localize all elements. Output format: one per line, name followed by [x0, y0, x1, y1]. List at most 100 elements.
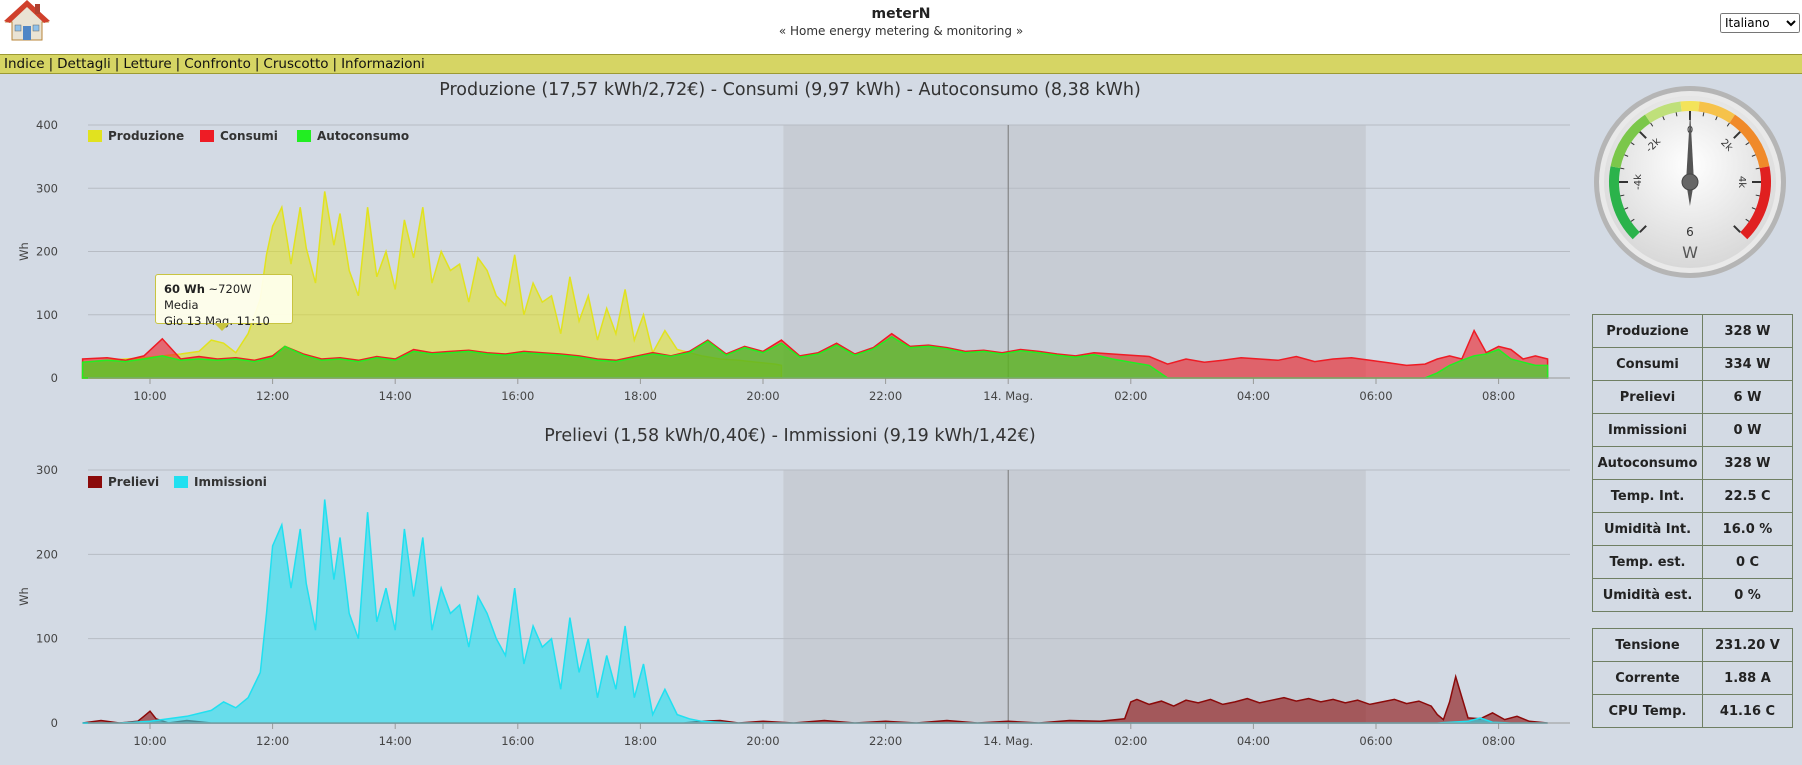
x-tick-label: 02:00 [1114, 389, 1147, 403]
gauge-tick [1726, 122, 1730, 127]
reading-label: Temp. Int. [1592, 479, 1703, 513]
menu-item-indice[interactable]: Indice [4, 56, 45, 72]
reading-label: Prelievi [1592, 380, 1703, 414]
gauge-tick-label: -4k [1633, 174, 1644, 190]
y-axis-label: Wh [17, 242, 31, 261]
reading-value: 0 % [1702, 578, 1793, 612]
gauge-tick [1751, 154, 1756, 157]
reading-value: 6 W [1702, 380, 1793, 414]
y-tick-label: 0 [51, 371, 58, 385]
menu-item-confronto[interactable]: Confronto [184, 56, 251, 72]
language-select[interactable]: Italiano [1720, 13, 1800, 33]
x-tick-label: 18:00 [624, 734, 657, 748]
legend-label: Prelievi [108, 475, 159, 489]
gauge-band [1698, 101, 1735, 124]
legend-item-prelievi[interactable]: Prelievi [88, 475, 159, 489]
reading-value: 328 W [1702, 446, 1793, 480]
menu-item-letture[interactable]: Letture [123, 56, 172, 72]
x-tick-label: 10:00 [133, 389, 166, 403]
tooltip-value: 60 Wh [164, 282, 205, 296]
x-tick-label: 16:00 [501, 389, 534, 403]
gauge-tick [1675, 112, 1678, 117]
y-tick-label: 100 [36, 308, 58, 322]
x-tick-label: 18:00 [624, 389, 657, 403]
reading-value: 231.20 V [1702, 628, 1793, 662]
home-icon[interactable] [4, 0, 50, 42]
gauge-tick [1620, 167, 1625, 170]
reading-label: Umidità est. [1592, 578, 1703, 612]
y-tick-label: 200 [36, 547, 58, 561]
gauge-hub [1681, 173, 1699, 191]
header: meterN « Home energy metering & monitori… [0, 0, 1802, 54]
gauge-tick [1624, 207, 1629, 210]
x-tick-label: 12:00 [256, 389, 289, 403]
menu-separator: | [114, 56, 120, 72]
reading-label: Autoconsumo [1592, 446, 1703, 480]
x-tick-label: 10:00 [133, 734, 166, 748]
chart-production-consumption[interactable]: 0 100 200 300 400 Wh 10:00 12:00 14:00 16:00 18:00… [0, 74, 1580, 420]
site-title: meterN [871, 6, 931, 22]
x-tick-label: 06:00 [1359, 734, 1392, 748]
legend-item-immissioni[interactable]: Immissioni [174, 475, 267, 489]
gauge-reading: 6 [1686, 225, 1694, 239]
gauge-tick [1702, 112, 1705, 117]
menu-item-dettagli[interactable]: Dettagli [57, 56, 111, 72]
menu-separator: | [48, 56, 54, 72]
x-tick-label: 06:00 [1359, 389, 1392, 403]
power-gauge: -4k-2k02k4k6W [1594, 86, 1786, 278]
x-tick-label: 22:00 [869, 389, 902, 403]
menu-item-cruscotto[interactable]: Cruscotto [263, 56, 329, 72]
reading-row: CPU Temp. 41.16 C [1592, 694, 1793, 728]
gauge-tick [1630, 218, 1635, 222]
x-tick-label: 14. Mag. [983, 734, 1033, 748]
x-tick-label: 04:00 [1237, 734, 1270, 748]
legend-item-consumi[interactable]: Consumi [200, 129, 278, 143]
reading-value: 0 W [1702, 413, 1793, 447]
menu-separator: | [175, 56, 181, 72]
x-tick-label: 08:00 [1482, 734, 1515, 748]
gauge-tick [1662, 116, 1665, 121]
tooltip-arrow [214, 323, 230, 331]
legend-item-autoconsumo[interactable]: Autoconsumo [297, 129, 409, 143]
reading-row: Corrente 1.88 A [1592, 661, 1793, 695]
x-tick-label: 20:00 [746, 389, 779, 403]
tooltip-time: Gio 13 Mag. 11:10 [164, 314, 270, 328]
live-readings-table: Produzione 328 W Consumi 334 W Prelievi 6 W Im… [1592, 314, 1793, 612]
gauge-tick [1639, 131, 1647, 139]
menu-item-informazioni[interactable]: Informazioni [341, 56, 425, 72]
gauge-tick [1755, 167, 1760, 170]
gauge-tick [1745, 142, 1750, 146]
y-tick-label: 400 [36, 118, 58, 132]
reading-value: 41.16 C [1702, 694, 1793, 728]
legend-label: Produzione [108, 129, 184, 143]
y-tick-label: 200 [36, 245, 58, 259]
gauge-tick [1630, 142, 1635, 146]
legend-label: Autoconsumo [317, 129, 409, 143]
series-area-produzione[interactable] [81, 191, 783, 379]
reading-label: Immissioni [1592, 413, 1703, 447]
x-tick-label: 20:00 [746, 734, 779, 748]
chart-tooltip: 60 Wh ~720W Media Gio 13 Mag. 11:10 [155, 274, 293, 328]
reading-row: Umidità est. 0 % [1592, 578, 1793, 612]
legend-item-produzione[interactable]: Produzione [88, 129, 184, 143]
menu-separator: | [332, 56, 338, 72]
gauge-tick [1620, 194, 1625, 197]
site-subtitle: « Home energy metering & monitoring » [778, 24, 1024, 38]
gauge-tick-label: 4k [1736, 176, 1747, 188]
y-tick-label: 300 [36, 181, 58, 195]
chart-grid-exchange[interactable]: 0 100 200 300 Wh 10:00 12:00 14:00 16:00 18:00 20:… [0, 420, 1580, 765]
reading-value: 1.88 A [1702, 661, 1793, 695]
legend-swatch [88, 130, 102, 142]
main-menu: Indice | Dettagli | Letture | Confronto | Crusco… [0, 54, 1802, 74]
y-tick-label: 100 [36, 632, 58, 646]
gauge-tick [1639, 225, 1647, 233]
reading-label: CPU Temp. [1592, 694, 1703, 728]
reading-value: 328 W [1702, 314, 1793, 348]
reading-value: 0 C [1702, 545, 1793, 579]
gauge-unit: W [1682, 243, 1698, 262]
gauge-tick [1733, 225, 1741, 233]
gauge-band [1644, 101, 1682, 124]
y-axis-label: Wh [17, 587, 31, 606]
reading-value: 334 W [1702, 347, 1793, 381]
gauge-band [1680, 101, 1700, 112]
